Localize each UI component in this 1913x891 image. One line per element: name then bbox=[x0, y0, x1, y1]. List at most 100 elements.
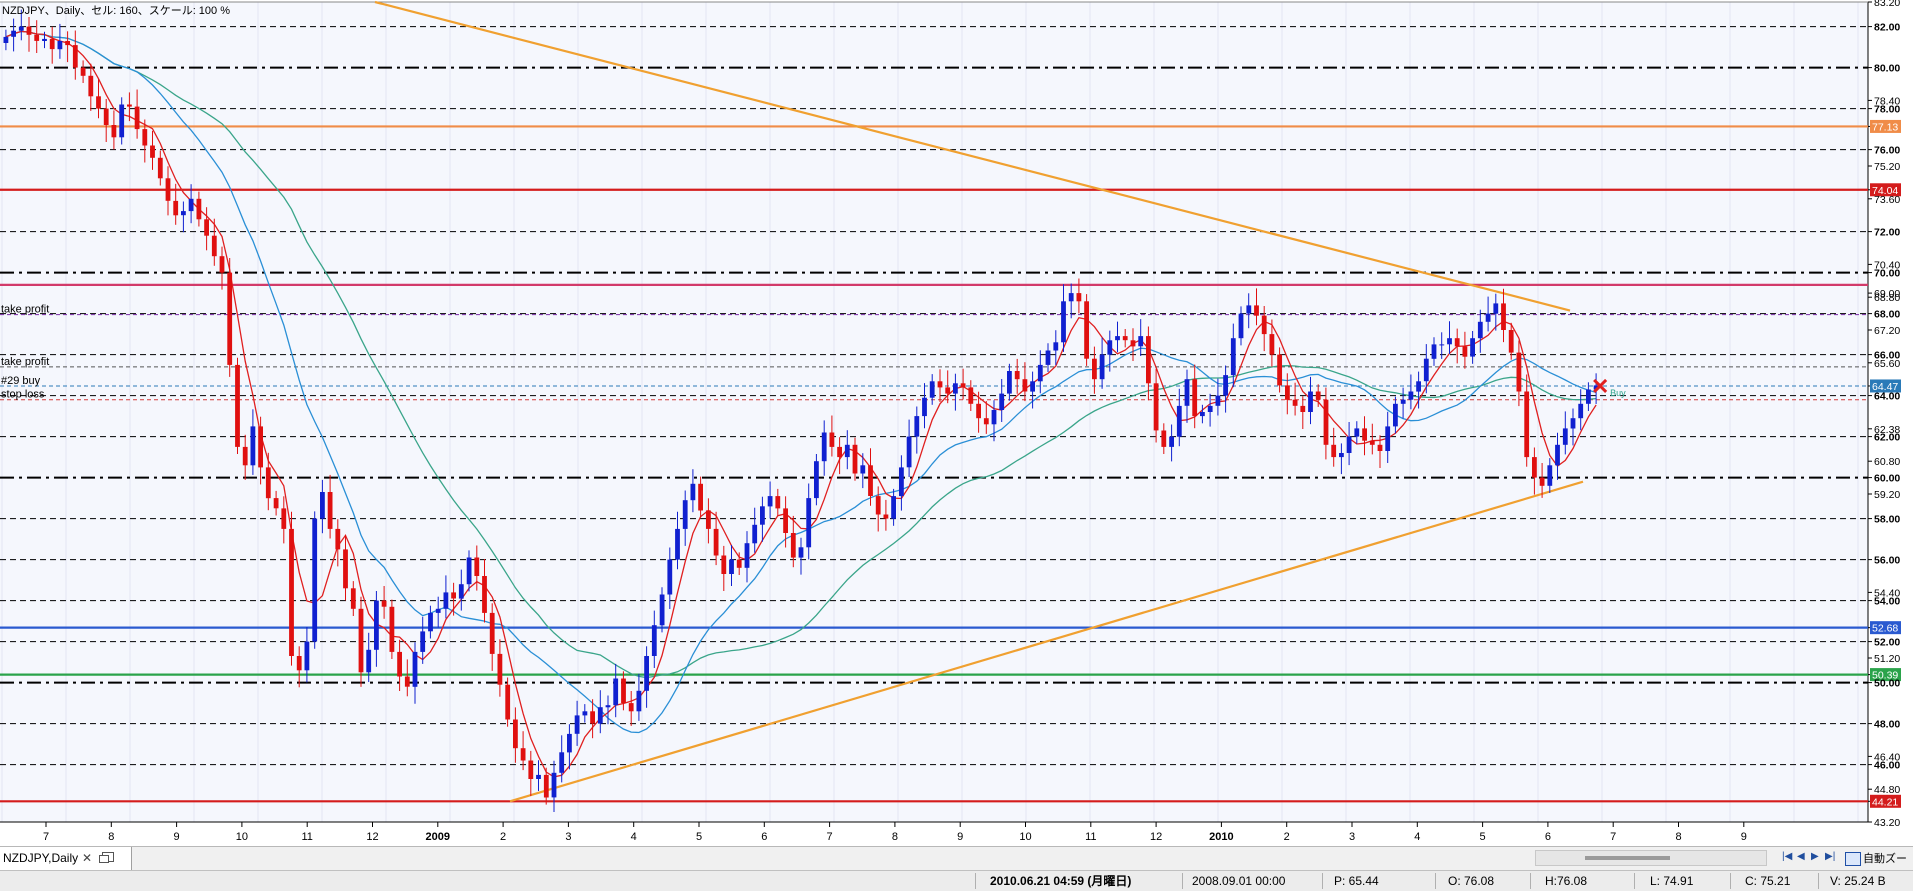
candle-body bbox=[1431, 344, 1437, 359]
candle-body bbox=[1215, 395, 1221, 406]
candle-body bbox=[404, 676, 410, 687]
price-badge bbox=[1870, 183, 1901, 197]
time-label: 5 bbox=[1480, 831, 1486, 843]
last-bar-icon[interactable]: ▶| bbox=[1825, 851, 1836, 862]
candle-body bbox=[868, 465, 873, 496]
candle-body bbox=[559, 752, 565, 773]
price-chart[interactable]: Buy take profit take profit #29 buy stop los… bbox=[0, 0, 1913, 846]
candle-body bbox=[651, 625, 657, 656]
price-badge-label: 64.47 bbox=[1872, 381, 1898, 393]
candle-body bbox=[536, 774, 541, 779]
zoom-icon bbox=[1845, 852, 1861, 867]
candle-body bbox=[922, 397, 927, 417]
trendline-lower[interactable] bbox=[509, 480, 1584, 803]
candle-body bbox=[1562, 428, 1568, 445]
candle-body bbox=[1308, 391, 1313, 412]
candle-body bbox=[744, 543, 750, 568]
candle-body bbox=[1470, 338, 1475, 357]
price-label: 60.80 bbox=[1874, 456, 1900, 468]
scrollbar-thumb[interactable] bbox=[1585, 856, 1670, 860]
time-label: 4 bbox=[1414, 831, 1420, 843]
candle-body bbox=[1593, 385, 1599, 390]
tab-nzdjpy-daily[interactable]: NZDJPY,Daily ✕ bbox=[0, 847, 132, 870]
candle-body bbox=[1586, 389, 1591, 404]
time-label: 5 bbox=[696, 831, 702, 843]
candle-body bbox=[320, 492, 325, 519]
price-label: 56.00 bbox=[1874, 555, 1900, 567]
time-label: 12 bbox=[366, 831, 378, 843]
candle-body bbox=[265, 467, 271, 499]
candle-body bbox=[42, 38, 47, 41]
status-bar: 2010.06.21 04:59 (月曜日) 2008.09.01 00:00 … bbox=[0, 870, 1913, 891]
candle-body bbox=[119, 104, 125, 138]
candle-body bbox=[134, 106, 140, 130]
candle-body bbox=[914, 416, 920, 437]
time-label: 10 bbox=[1019, 831, 1031, 843]
time-label: 10 bbox=[236, 831, 248, 843]
time-label: 7 bbox=[827, 831, 833, 843]
candle-body bbox=[760, 506, 765, 525]
candle-body bbox=[235, 364, 240, 447]
candle-body bbox=[258, 426, 263, 468]
candle-body bbox=[729, 559, 734, 574]
price-label: 54.40 bbox=[1874, 587, 1900, 599]
candle-body bbox=[775, 496, 781, 509]
prev-bar-icon[interactable]: ◀ bbox=[1797, 851, 1805, 862]
candle-body bbox=[968, 387, 974, 404]
candle-body bbox=[1200, 412, 1205, 417]
close-icon[interactable]: ✕ bbox=[82, 851, 93, 865]
candle-body bbox=[621, 678, 626, 704]
price-badge bbox=[1870, 668, 1901, 682]
auto-zoom-button[interactable]: 自動ズーム bbox=[1845, 849, 1913, 885]
candle-body bbox=[366, 649, 372, 673]
candle-body bbox=[219, 256, 225, 273]
new-window-icon[interactable] bbox=[99, 852, 114, 863]
candle-body bbox=[181, 211, 186, 216]
candle-body bbox=[1454, 338, 1460, 347]
candle-body bbox=[1068, 293, 1074, 302]
candle-body bbox=[289, 528, 294, 656]
status-p: P: 65.44 bbox=[1334, 874, 1379, 888]
time-label: 11 bbox=[1085, 831, 1096, 843]
next-bar-icon[interactable]: ▶ bbox=[1811, 851, 1819, 862]
price-badge bbox=[1870, 119, 1901, 133]
candle-body bbox=[1022, 379, 1028, 392]
candle-body bbox=[567, 733, 572, 753]
candle-body bbox=[1408, 391, 1414, 400]
candle-body bbox=[520, 748, 526, 761]
candle-body bbox=[891, 496, 896, 519]
time-label: 2010 bbox=[1209, 831, 1233, 843]
candle-body bbox=[1477, 321, 1483, 339]
candle-body bbox=[34, 34, 40, 41]
first-bar-icon[interactable]: |◀ bbox=[1782, 851, 1793, 862]
candle-body bbox=[1346, 436, 1352, 453]
candle-body bbox=[690, 483, 696, 501]
price-label: 50.00 bbox=[1874, 678, 1900, 690]
time-label: 9 bbox=[1741, 831, 1747, 843]
candle-body bbox=[1539, 477, 1545, 486]
candle-body bbox=[1339, 453, 1344, 458]
candle-body bbox=[1053, 342, 1059, 351]
candle-body bbox=[1377, 444, 1383, 451]
candle-body bbox=[420, 631, 426, 652]
time-label: 9 bbox=[174, 831, 180, 843]
candle-body bbox=[1362, 428, 1367, 441]
candle-body bbox=[613, 678, 619, 706]
price-label: 52.00 bbox=[1874, 637, 1900, 649]
candle-body bbox=[173, 200, 179, 216]
price-label: 58.00 bbox=[1874, 514, 1900, 526]
candle-body bbox=[1300, 405, 1306, 412]
candle-body bbox=[899, 467, 904, 497]
candle-body bbox=[165, 178, 171, 201]
price-label: 46.00 bbox=[1874, 760, 1900, 772]
buy-marker-icon[interactable] bbox=[1593, 378, 1608, 394]
candle-body bbox=[767, 496, 773, 507]
candle-body bbox=[1547, 465, 1553, 486]
candle-body bbox=[1493, 303, 1499, 314]
candle-body bbox=[821, 432, 827, 462]
price-label: 69.00 bbox=[1874, 288, 1900, 300]
trendline-upper[interactable] bbox=[374, 0, 1571, 312]
candle-body bbox=[582, 711, 588, 716]
candle-body bbox=[551, 772, 557, 798]
price-badge bbox=[1870, 379, 1901, 393]
